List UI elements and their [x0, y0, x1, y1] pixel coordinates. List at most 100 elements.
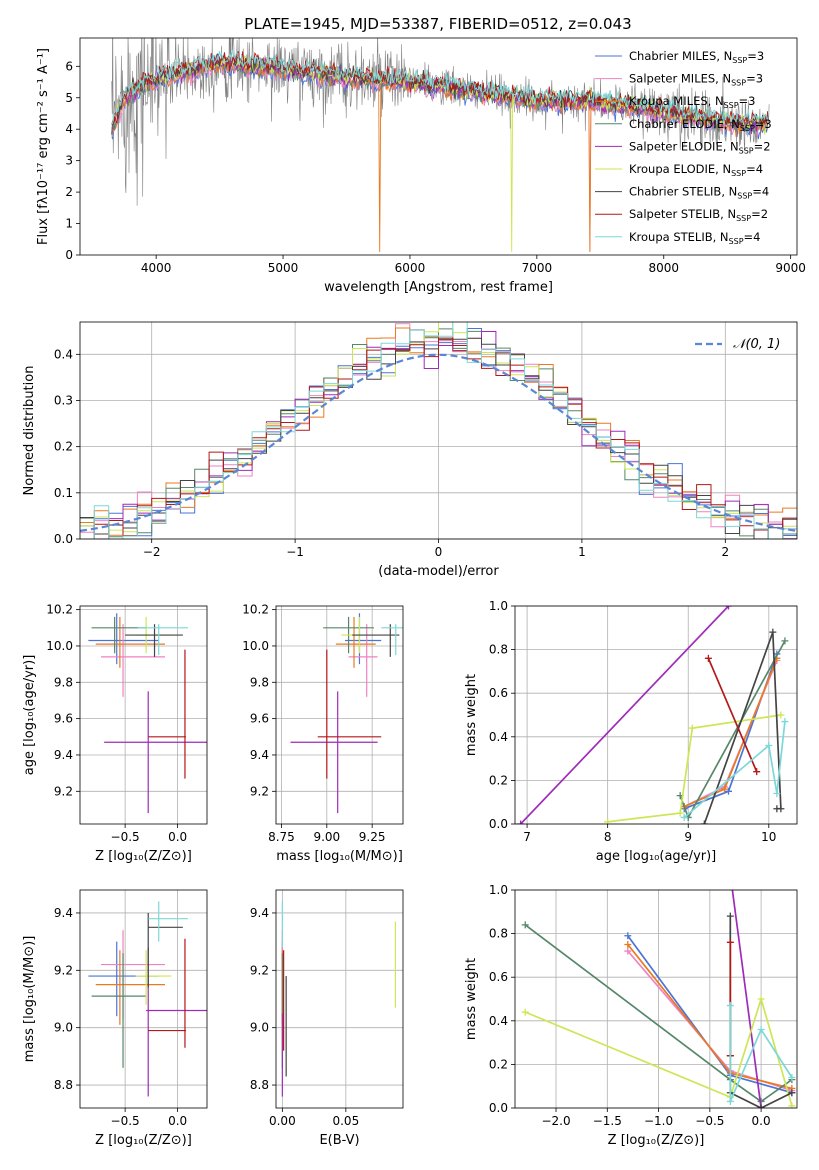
- weight-marker: [757, 1104, 765, 1108]
- plot-area: [521, 832, 796, 1108]
- weight-line: [683, 653, 778, 810]
- weight-marker: [517, 820, 525, 824]
- x-tick-label: −2: [143, 545, 161, 559]
- y-tick-label: 1.0: [489, 599, 508, 613]
- weight-marker: [722, 832, 729, 839]
- plot-area: [517, 606, 789, 824]
- axes-frame: [275, 605, 404, 825]
- y-tick-label: 0.4: [489, 1014, 508, 1028]
- y-tick-label: 0.3: [54, 393, 73, 407]
- y-tick-label: 0.4: [489, 730, 508, 744]
- x-tick-label: −0.5: [111, 1114, 140, 1128]
- observed-spectrum: [111, 38, 770, 206]
- weight-marker: [725, 787, 733, 795]
- y-tick-label: 9.0: [250, 1021, 269, 1035]
- weight-marker: [788, 1073, 796, 1081]
- y-tick-label: 5: [65, 91, 73, 105]
- y-tick-label: 8.8: [54, 1078, 73, 1092]
- weight-marker: [788, 1102, 796, 1108]
- axes-frame: [275, 889, 404, 1109]
- residual-histogram-panel: −2 −1 0 1 2 0.0 0.1 0.2 0.3 0.4 (data-model)/error…: [22, 321, 798, 579]
- weight-marker: [765, 742, 773, 750]
- weight-marker: [688, 724, 696, 732]
- x-tick-label: 8: [604, 830, 612, 844]
- x-axis-label: Z [log₁₀(Z/Z⊙)]: [95, 1133, 192, 1148]
- y-tick-label: 9.6: [54, 712, 73, 726]
- model-spectrum-kroupa-elodie: [111, 55, 768, 252]
- x-axis-label: (data-model)/error: [378, 564, 499, 579]
- weight-marker: [676, 809, 684, 817]
- y-tick-label: 0.0: [54, 532, 73, 546]
- x-axis-label: mass [log₁₀(M/M⊙)]: [276, 849, 403, 864]
- weight-marker: [726, 912, 734, 920]
- model-spectrum-kroupa-miles: [111, 56, 768, 252]
- y-tick-label: 10.0: [46, 639, 73, 653]
- y-tick-label: 0.0: [489, 817, 508, 831]
- legend-label: Salpeter STELIB, NSSP=2: [629, 207, 768, 223]
- axes-frame: [514, 605, 798, 825]
- weight-marker: [726, 1002, 734, 1010]
- histogram-salpeter-stelib: [80, 337, 797, 539]
- x-tick-label: 0: [435, 545, 443, 559]
- y-axis-label: mass weight: [464, 958, 479, 1040]
- x-tick-label: 0.0: [168, 1114, 187, 1128]
- weight-marker: [726, 1097, 734, 1105]
- y-tick-label: 10.2: [46, 603, 73, 617]
- axes-frame: [79, 37, 798, 256]
- y-tick-label: 4: [65, 122, 73, 136]
- x-tick-label: 8000: [648, 261, 679, 275]
- weight-marker: [624, 947, 632, 955]
- x-tick-label: −0.5: [695, 1114, 724, 1128]
- y-tick-label: 0.8: [489, 927, 508, 941]
- weight-marker: [788, 1089, 796, 1097]
- weight-marker: [781, 637, 789, 645]
- y-tick-label: 3: [65, 154, 73, 168]
- legend-label: 𝒩(0, 1): [733, 337, 780, 352]
- x-tick-label: 7000: [522, 261, 553, 275]
- x-tick-label: 5000: [268, 261, 299, 275]
- weight-line: [707, 657, 758, 773]
- x-tick-label: −1.0: [644, 1114, 673, 1128]
- weight-marker: [521, 1008, 529, 1016]
- x-tick-label: 0.0: [752, 1114, 771, 1128]
- weight-marker: [624, 941, 632, 948]
- y-tick-label: 9.8: [54, 675, 73, 689]
- spectrum-panel: 4000 5000 6000 7000 8000 9000 0 1 2 3 4 5 6 wavelengt…: [36, 37, 806, 295]
- y-axis-label: Flux [fλ10⁻¹⁷ erg cm⁻² s⁻¹ A⁻¹]: [36, 48, 51, 245]
- y-tick-label: 0.2: [54, 440, 73, 454]
- histogram-kroupa-elodie: [80, 322, 797, 539]
- y-tick-label: 0.1: [54, 486, 73, 500]
- weight-line: [607, 714, 782, 823]
- y-tick-label: 0.6: [489, 686, 508, 700]
- y-tick-label: 1.0: [489, 883, 508, 897]
- x-tick-label: −2.0: [541, 1114, 570, 1128]
- axes-frame: [514, 889, 798, 1109]
- y-tick-label: 0.2: [489, 773, 508, 787]
- legend-label: Kroupa ELODIE, NSSP=4: [629, 162, 763, 178]
- x-axis-label: age [log₁₀(age/yr)]: [596, 849, 717, 864]
- age-mass-panel: 8.75 9.00 9.25 9.2 9.4 9.6 9.8 10.0 10.2 mass [lo…: [242, 603, 404, 864]
- y-tick-label: 6: [65, 59, 73, 73]
- x-tick-label: 1: [578, 545, 586, 559]
- legend-label: Salpeter ELODIE, NSSP=2: [629, 139, 771, 155]
- legend-label: Kroupa MILES, NSSP=3: [629, 94, 756, 110]
- mass-metallicity-panel: −0.5 0.0 8.8 9.0 9.2 9.4 Z [log₁₀(Z/Z⊙)] mass […: [22, 889, 208, 1148]
- legend-label: Salpeter MILES, NSSP=3: [629, 72, 763, 88]
- weight-marker: [704, 654, 712, 662]
- age-metallicity-panel: −0.5 0.0 9.2 9.4 9.6 9.8 10.0 10.2 Z [log₁₀(Z/Z⊙…: [22, 603, 208, 864]
- axes-frame: [79, 321, 798, 540]
- weight-marker: [725, 606, 733, 610]
- y-tick-label: 9.2: [54, 784, 73, 798]
- weight-marker: [757, 1026, 765, 1034]
- y-tick-label: 0.2: [489, 1057, 508, 1071]
- x-tick-label: 7: [523, 830, 531, 844]
- weight-marker: [773, 805, 781, 813]
- weight-line: [729, 1005, 793, 1102]
- legend-label: Chabrier STELIB, NSSP=4: [629, 185, 769, 201]
- y-tick-label: 1: [65, 217, 73, 231]
- x-axis-label: Z [log₁₀(Z/Z⊙)]: [608, 1133, 705, 1148]
- plot-area: [281, 901, 396, 1097]
- plot-area: [290, 613, 403, 814]
- y-tick-label: 9.4: [250, 906, 269, 920]
